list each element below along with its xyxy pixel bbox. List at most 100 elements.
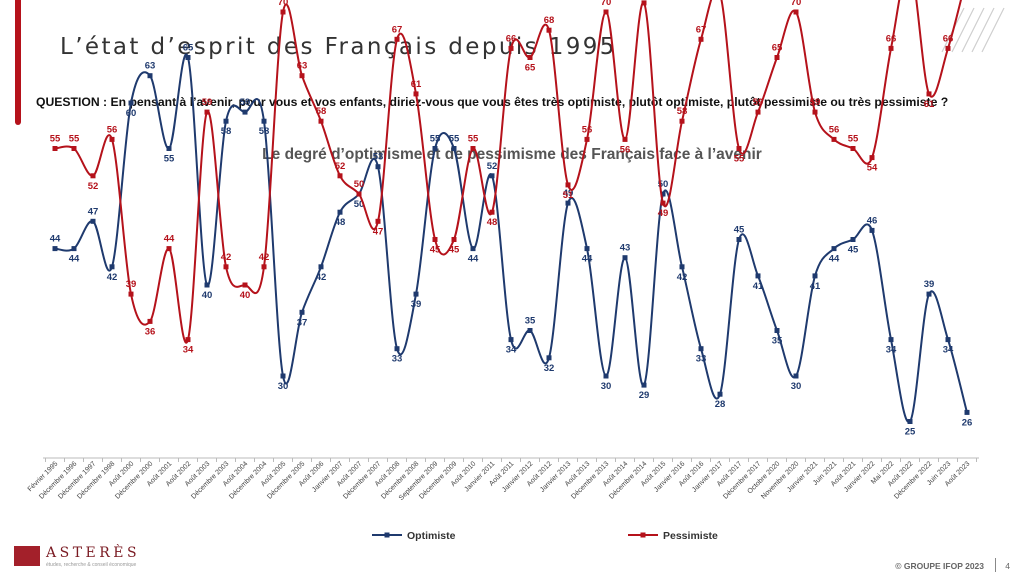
data-label-optimiste: 32 <box>544 363 555 374</box>
data-point-pessimiste <box>812 109 818 115</box>
data-label-optimiste: 42 <box>107 272 118 283</box>
data-point-optimiste <box>489 173 495 179</box>
data-point-pessimiste <box>413 91 419 97</box>
data-label-pessimiste: 58 <box>316 106 327 117</box>
data-point-optimiste <box>147 73 153 79</box>
data-point-optimiste <box>109 264 115 270</box>
data-label-pessimiste: 56 <box>829 124 840 135</box>
data-label-pessimiste: 55 <box>468 134 479 145</box>
data-point-pessimiste <box>71 146 77 151</box>
accent-bar <box>15 0 21 125</box>
data-point-pessimiste <box>926 91 932 97</box>
brand-name: ASTERÈS <box>46 545 141 561</box>
data-point-pessimiste <box>470 146 476 151</box>
data-point-pessimiste <box>603 9 609 15</box>
data-label-optimiste: 50 <box>658 179 669 190</box>
data-label-optimiste: 46 <box>867 215 878 226</box>
data-label-optimiste: 55 <box>430 134 441 145</box>
data-label-pessimiste: 39 <box>126 279 137 290</box>
data-label-optimiste: 35 <box>525 316 536 327</box>
data-point-pessimiste <box>204 109 210 115</box>
data-point-optimiste <box>888 337 894 343</box>
data-label-optimiste: 28 <box>715 399 726 410</box>
data-point-pessimiste <box>565 182 571 188</box>
data-label-optimiste: 44 <box>50 234 61 245</box>
data-label-optimiste: 48 <box>335 217 346 228</box>
data-point-pessimiste <box>831 136 837 142</box>
data-point-optimiste <box>337 209 343 215</box>
data-label-pessimiste: 36 <box>145 326 156 337</box>
data-label-pessimiste: 42 <box>221 252 232 263</box>
page-number: 4 <box>1005 561 1010 571</box>
data-point-pessimiste <box>641 0 647 6</box>
data-label-optimiste: 53 <box>373 152 384 163</box>
data-point-optimiste <box>261 118 267 124</box>
data-point-optimiste <box>128 100 134 106</box>
data-label-pessimiste: 34 <box>183 345 194 356</box>
data-label-optimiste: 44 <box>69 254 80 265</box>
data-label-optimiste: 33 <box>696 354 707 365</box>
data-label-optimiste: 55 <box>164 154 175 165</box>
data-label-pessimiste: 56 <box>107 124 118 135</box>
data-point-pessimiste <box>850 146 856 151</box>
data-point-pessimiste <box>299 73 305 79</box>
data-point-optimiste <box>622 255 628 261</box>
data-label-pessimiste: 48 <box>487 217 498 228</box>
data-point-optimiste <box>546 355 552 361</box>
data-point-optimiste <box>584 246 590 252</box>
data-label-optimiste: 58 <box>259 126 270 137</box>
brand-tagline: études, recherche & conseil économique <box>46 562 137 568</box>
data-label-optimiste: 34 <box>943 345 954 356</box>
data-label-optimiste: 42 <box>316 272 327 283</box>
data-label-optimiste: 44 <box>468 254 479 265</box>
data-label-pessimiste: 70 <box>791 0 802 8</box>
data-label-pessimiste: 54 <box>867 163 878 174</box>
data-label-optimiste: 39 <box>924 279 935 290</box>
data-label-pessimiste: 65 <box>525 63 536 74</box>
data-point-optimiste <box>527 328 533 333</box>
footer-divider <box>995 558 996 572</box>
data-point-optimiste <box>242 109 248 115</box>
data-point-pessimiste <box>774 55 780 60</box>
data-label-pessimiste: 44 <box>164 234 175 245</box>
data-label-optimiste: 34 <box>506 345 517 356</box>
data-point-optimiste <box>394 346 400 352</box>
data-point-optimiste <box>166 146 172 151</box>
legend-marker-pessimiste <box>640 532 646 538</box>
data-point-optimiste <box>926 291 932 297</box>
data-label-optimiste: 30 <box>601 381 612 392</box>
data-point-optimiste <box>850 237 856 242</box>
data-label-pessimiste: 58 <box>677 106 688 117</box>
data-label-pessimiste: 59 <box>753 97 764 108</box>
data-point-pessimiste <box>869 155 875 161</box>
data-label-optimiste: 44 <box>582 254 593 265</box>
data-label-optimiste: 52 <box>487 161 498 172</box>
data-label-pessimiste: 70 <box>278 0 289 8</box>
data-point-optimiste <box>90 218 96 224</box>
data-label-optimiste: 43 <box>620 243 631 254</box>
data-point-optimiste <box>717 391 723 397</box>
data-label-pessimiste: 66 <box>886 33 897 44</box>
data-point-pessimiste <box>527 55 533 60</box>
data-point-pessimiste <box>375 218 381 224</box>
data-label-pessimiste: 45 <box>430 245 441 256</box>
data-point-pessimiste <box>337 173 343 179</box>
data-point-optimiste <box>280 373 286 379</box>
data-point-optimiste <box>736 237 742 242</box>
data-point-pessimiste <box>489 209 495 215</box>
data-label-pessimiste: 59 <box>202 97 213 108</box>
data-label-pessimiste: 67 <box>392 24 403 35</box>
data-label-optimiste: 33 <box>392 354 403 365</box>
data-label-pessimiste: 55 <box>848 134 859 145</box>
data-point-optimiste <box>204 282 210 288</box>
data-point-pessimiste <box>223 264 229 270</box>
data-point-optimiste <box>185 55 191 60</box>
data-point-optimiste <box>299 309 305 315</box>
data-point-optimiste <box>907 419 913 424</box>
data-point-pessimiste <box>109 136 115 142</box>
data-point-optimiste <box>52 246 58 252</box>
data-point-optimiste <box>71 246 77 252</box>
data-label-pessimiste: 55 <box>50 134 61 145</box>
data-label-pessimiste: 47 <box>373 226 384 237</box>
data-point-pessimiste <box>584 136 590 142</box>
